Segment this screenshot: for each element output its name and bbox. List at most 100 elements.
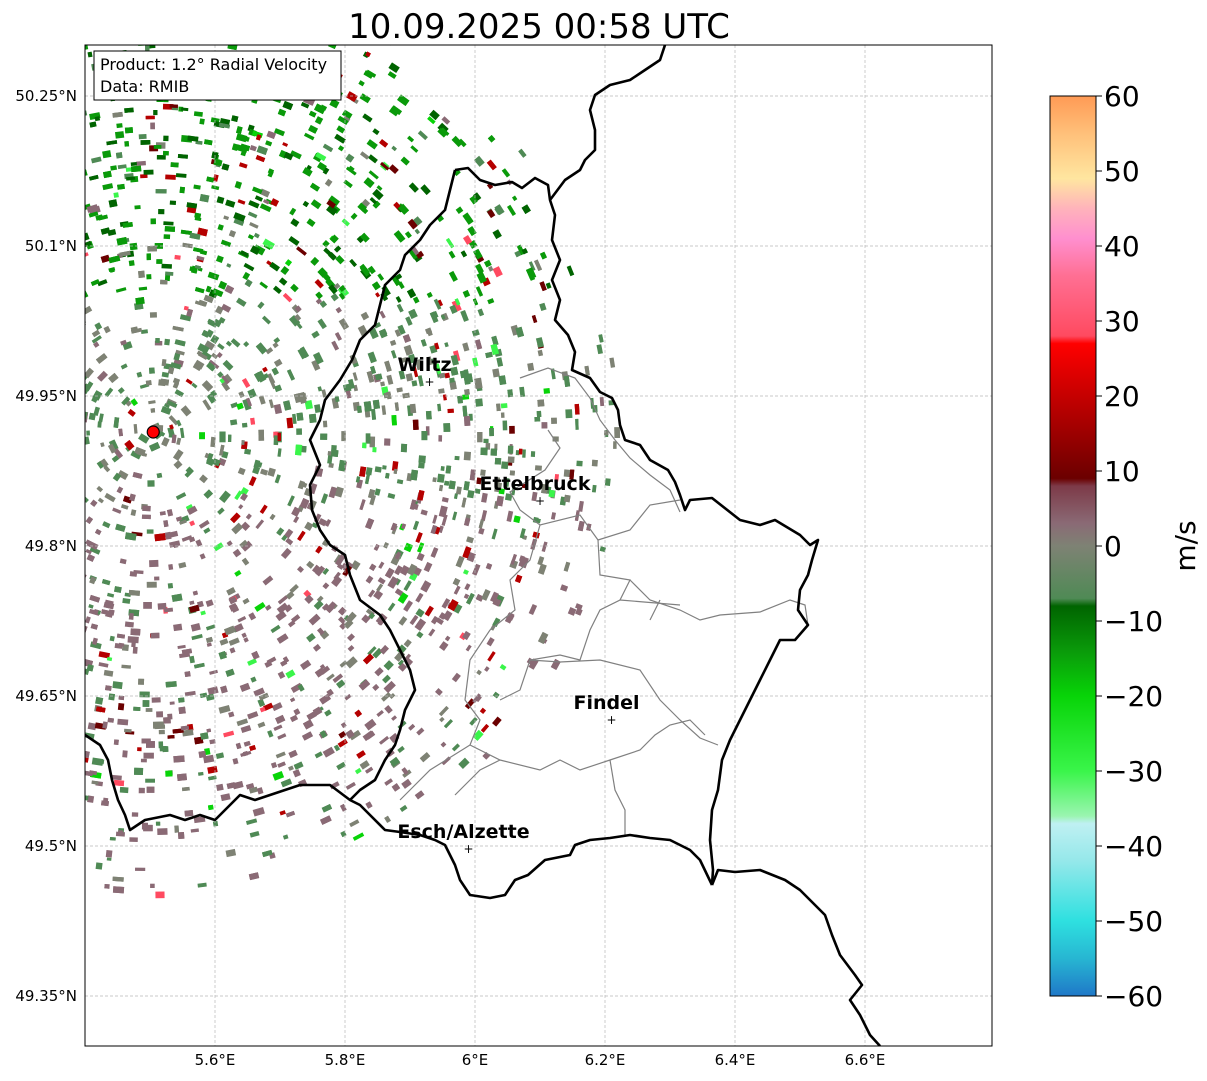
- velocity-echo-cell: [97, 279, 108, 287]
- velocity-echo-cell: [292, 769, 301, 778]
- velocity-echo-cell: [194, 287, 205, 294]
- velocity-echo-cell: [102, 150, 112, 159]
- velocity-echo-cell: [145, 115, 155, 120]
- velocity-echo-cell: [228, 637, 240, 646]
- velocity-echo-cell: [289, 207, 297, 216]
- velocity-echo-cell: [475, 398, 483, 407]
- velocity-echo-cell: [411, 380, 418, 387]
- velocity-echo-cell: [218, 280, 228, 290]
- velocity-echo-cell: [442, 610, 453, 622]
- velocity-echo-cell: [114, 131, 125, 139]
- velocity-echo-cell: [345, 656, 358, 669]
- velocity-echo-cell: [384, 815, 391, 823]
- velocity-echo-cell: [391, 715, 398, 721]
- velocity-echo-cell: [288, 236, 300, 246]
- velocity-echo-cell: [449, 380, 457, 390]
- velocity-echo-cell: [367, 265, 376, 275]
- velocity-echo-cell: [124, 621, 134, 628]
- velocity-echo-cell: [390, 522, 398, 532]
- velocity-echo-cell: [315, 298, 322, 305]
- velocity-echo-cell: [163, 403, 171, 409]
- velocity-echo-cell: [334, 332, 342, 341]
- velocity-echo-cell: [277, 733, 287, 740]
- velocity-echo-cell: [273, 358, 283, 367]
- velocity-echo-cell: [131, 812, 139, 817]
- velocity-echo-cell: [320, 493, 329, 504]
- velocity-echo-cell: [372, 200, 381, 209]
- velocity-echo-cell: [88, 205, 101, 215]
- velocity-echo-cell: [451, 135, 463, 148]
- velocity-echo-cell: [576, 460, 583, 467]
- velocity-echo-cell: [238, 391, 245, 398]
- velocity-echo-cell: [106, 656, 113, 662]
- velocity-echo-cell: [245, 782, 255, 790]
- velocity-echo-cell: [165, 39, 173, 44]
- velocity-echo-cell: [379, 139, 389, 148]
- velocity-echo-cell: [168, 30, 174, 36]
- velocity-echo-cell: [75, 327, 82, 333]
- velocity-echo-cell: [316, 595, 324, 603]
- velocity-echo-cell: [332, 673, 344, 683]
- velocity-echo-cell: [341, 431, 346, 442]
- velocity-echo-cell: [273, 435, 279, 446]
- velocity-echo-cell: [287, 495, 295, 507]
- velocity-echo-cell: [74, 487, 82, 494]
- velocity-echo-cell: [232, 548, 242, 558]
- velocity-echo-cell: [441, 116, 451, 125]
- velocity-echo-cell: [108, 693, 116, 701]
- velocity-echo-cell: [183, 305, 189, 311]
- velocity-echo-cell: [421, 431, 428, 441]
- velocity-echo-cell: [146, 274, 152, 280]
- velocity-echo-cell: [345, 390, 352, 399]
- velocity-echo-cell: [388, 164, 399, 175]
- velocity-echo-cell: [200, 610, 206, 616]
- velocity-echo-cell: [108, 199, 118, 208]
- velocity-echo-cell: [170, 28, 180, 34]
- velocity-echo-cell: [244, 448, 252, 455]
- velocity-echo-cell: [122, 222, 133, 228]
- velocity-echo-cell: [268, 378, 277, 390]
- city-plus-marker: +: [463, 842, 473, 856]
- velocity-echo-cell: [257, 301, 265, 309]
- velocity-echo-cell: [93, 609, 99, 615]
- velocity-echo-cell: [150, 122, 156, 130]
- velocity-echo-cell: [387, 602, 396, 612]
- velocity-echo-cell: [496, 403, 501, 412]
- velocity-echo-cell: [366, 139, 378, 150]
- velocity-echo-cell: [73, 707, 79, 713]
- velocity-echo-cell: [337, 616, 346, 625]
- velocity-echo-cell: [104, 387, 114, 397]
- velocity-echo-cell: [91, 335, 102, 344]
- velocity-echo-cell: [282, 656, 290, 663]
- velocity-echo-cell: [545, 282, 552, 289]
- velocity-echo-cell: [213, 542, 224, 552]
- velocity-echo-cell: [221, 381, 231, 392]
- velocity-echo-cell: [386, 391, 392, 400]
- velocity-echo-cell: [66, 361, 74, 369]
- velocity-echo-cell: [447, 408, 454, 414]
- lat-tick-label: 50.25°N: [15, 87, 77, 105]
- velocity-echo-cell: [73, 586, 83, 595]
- velocity-echo-cell: [306, 711, 317, 721]
- velocity-echo-cell: [119, 250, 131, 257]
- velocity-echo-cell: [476, 477, 482, 485]
- velocity-echo-cell: [213, 158, 223, 167]
- velocity-echo-cell: [308, 110, 317, 118]
- velocity-echo-cell: [329, 234, 339, 244]
- velocity-echo-cell: [207, 318, 215, 325]
- velocity-echo-cell: [197, 352, 208, 360]
- velocity-echo-cell: [220, 303, 232, 313]
- velocity-echo-cell: [429, 311, 439, 323]
- velocity-echo-cell: [130, 327, 143, 334]
- velocity-echo-cell: [472, 298, 479, 306]
- velocity-echo-cell: [130, 165, 142, 173]
- city-label: Esch/Alzette: [397, 821, 529, 843]
- velocity-echo-cell: [132, 646, 138, 654]
- velocity-echo-cell: [273, 337, 281, 344]
- velocity-echo-cell: [383, 542, 389, 549]
- velocity-echo-cell: [62, 621, 73, 629]
- velocity-echo-cell: [113, 779, 125, 787]
- velocity-echo-cell: [417, 130, 428, 141]
- velocity-echo-cell: [127, 409, 136, 417]
- velocity-echo-cell: [166, 530, 179, 539]
